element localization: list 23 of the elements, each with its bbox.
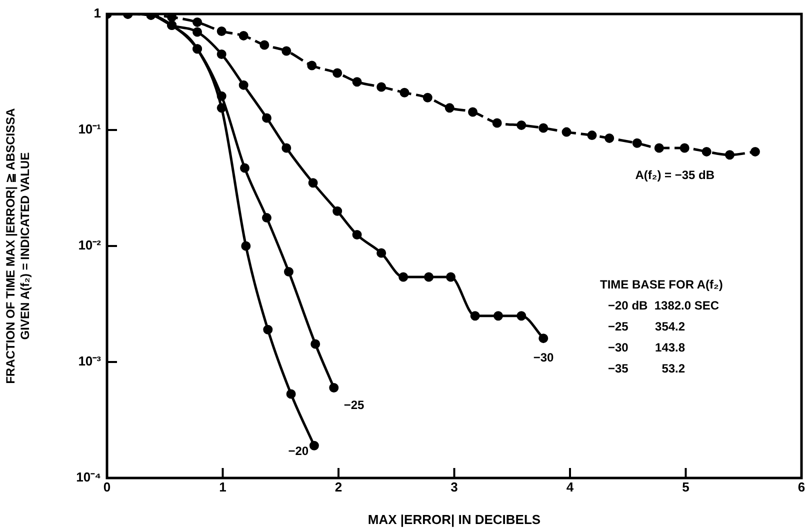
annotation: TIME BASE FOR A(f₂) xyxy=(600,277,723,292)
y-tick-label: 1 xyxy=(94,6,101,21)
y-tick-label: 10⁻⁴ xyxy=(76,470,101,485)
annotation: −30 143.8 xyxy=(608,340,686,354)
x-tick-label: 1 xyxy=(219,479,226,494)
annotation: −35 53.2 xyxy=(608,361,686,376)
series-label: −30 xyxy=(533,350,554,365)
x-tick-label: 2 xyxy=(334,479,342,494)
y-axis-title: FRACTION OF TIME MAX |ERROR| ≧ ABSCISSA GIVEN A(f₂) = INDICATED VALUE xyxy=(4,108,32,384)
x-tick-label: 0 xyxy=(103,479,111,494)
x-tick-label: 6 xyxy=(798,479,806,494)
series-label: −25 xyxy=(344,398,365,412)
y-tick-label: 10⁻¹ xyxy=(78,122,101,137)
y-tick-label: 10⁻³ xyxy=(78,354,102,369)
annotation: −20 dB 1382.0 SEC xyxy=(608,298,720,312)
series-label: −20 xyxy=(288,444,309,458)
series-label: A(f₂) = −35 dB xyxy=(635,168,715,182)
x-axis-title: MAX |ERROR| IN DECIBELS xyxy=(368,512,541,527)
x-tick-label: 4 xyxy=(566,479,574,494)
x-tick-label: 5 xyxy=(682,479,690,494)
x-tick-label: 3 xyxy=(450,479,458,494)
y-tick-label: 10⁻² xyxy=(78,238,102,253)
annotation: −25 354.2 xyxy=(608,319,686,334)
